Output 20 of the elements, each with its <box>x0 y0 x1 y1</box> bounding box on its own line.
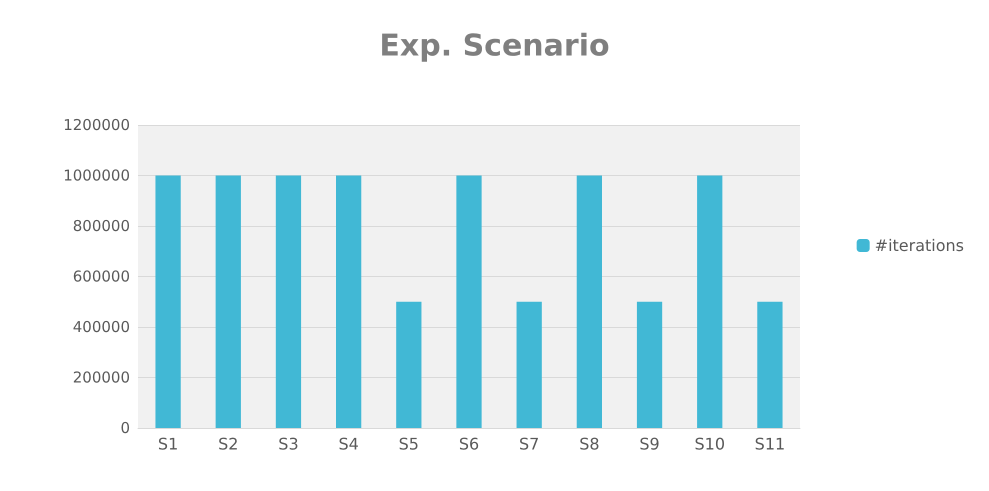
y-tick-label: 0 <box>120 419 130 437</box>
x-tick-label: S4 <box>338 434 359 454</box>
y-tick-label: 200000 <box>72 368 130 386</box>
x-tick-label: S1 <box>158 434 178 454</box>
legend-label: #iterations <box>874 236 964 255</box>
y-tick-label: 1000000 <box>63 166 130 184</box>
x-tick-label: S8 <box>579 434 600 454</box>
chart-title: Exp. Scenario <box>379 28 610 64</box>
y-tick-label: 800000 <box>72 217 130 235</box>
y-tick-label: 400000 <box>72 318 130 336</box>
x-tick-label: S9 <box>639 434 660 454</box>
x-tick-label: S11 <box>754 434 786 454</box>
y-tick-label: 600000 <box>72 268 130 286</box>
y-tick-label: 1200000 <box>63 116 130 134</box>
x-tick-label: S2 <box>218 434 238 454</box>
x-tick-label: S6 <box>458 434 480 454</box>
x-tick-label: S7 <box>519 434 540 454</box>
x-tick-label: S10 <box>694 434 725 454</box>
x-tick-label: S3 <box>278 434 299 454</box>
x-tick-label: S5 <box>398 434 419 454</box>
